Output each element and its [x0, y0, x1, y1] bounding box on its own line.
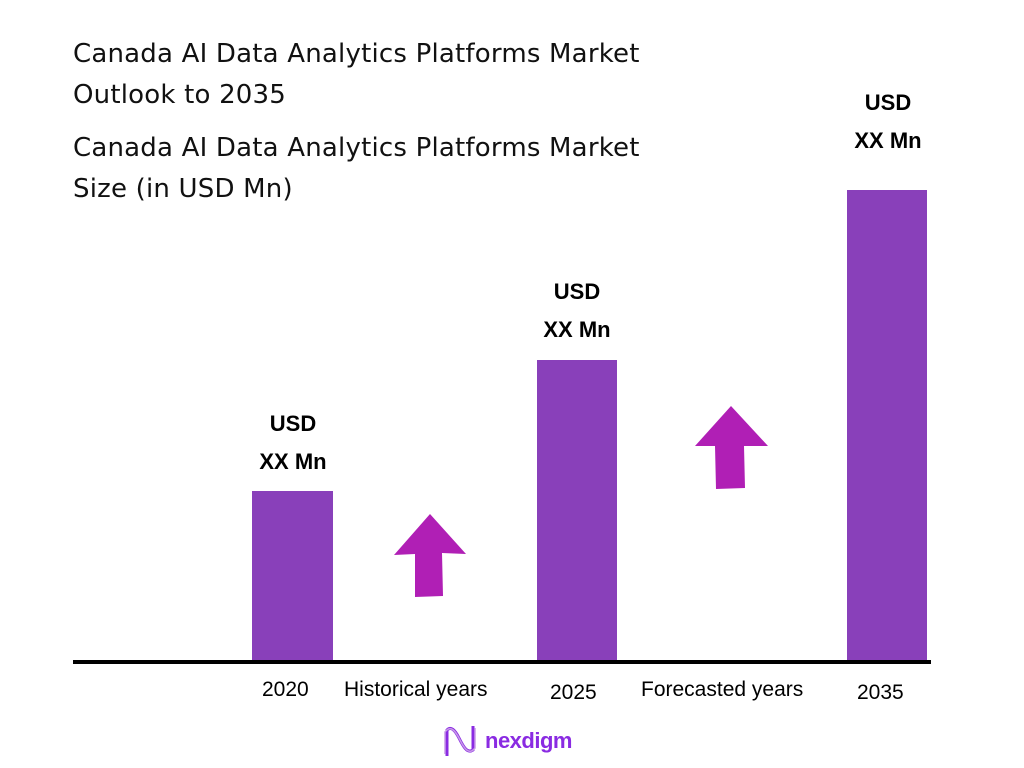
chart-subtitle-line1: Canada AI Data Analytics Platforms Marke… — [73, 133, 640, 163]
bar-value-label-2020: USD XX Mn — [223, 405, 363, 481]
bar-value-label-2025: USD XX Mn — [507, 273, 647, 349]
x-axis-line — [73, 660, 931, 664]
chart-subtitle-line2: Size (in USD Mn) — [73, 174, 293, 204]
bar-value-label-2035: USD XX Mn — [818, 84, 958, 160]
bar-2020 — [252, 491, 333, 662]
bar-2035 — [847, 190, 927, 662]
chart-title: Canada AI Data Analytics Platforms Marke… — [73, 34, 640, 116]
value-amount: XX Mn — [259, 449, 327, 474]
chart-title-line2: Outlook to 2035 — [73, 80, 287, 110]
x-tick-2020: 2020 — [262, 678, 309, 701]
nexdigm-wave-icon — [444, 726, 476, 756]
bar-2025 — [537, 360, 617, 662]
growth-arrow-up-icon — [394, 514, 466, 597]
x-tick-2035: 2035 — [857, 681, 904, 704]
chart-title-line1: Canada AI Data Analytics Platforms Marke… — [73, 39, 640, 69]
value-currency: USD — [553, 279, 601, 304]
value-amount: XX Mn — [854, 128, 922, 153]
nexdigm-logo: nexdigm — [443, 724, 572, 758]
chart-subtitle: Canada AI Data Analytics Platforms Marke… — [73, 128, 640, 210]
growth-arrow-up-icon — [695, 406, 768, 489]
logo-text: nexdigm — [485, 728, 572, 753]
period-label-forecasted: Forecasted years — [641, 678, 804, 701]
value-amount: XX Mn — [543, 317, 611, 342]
value-currency: USD — [269, 411, 317, 436]
period-label-historical: Historical years — [344, 678, 488, 701]
x-tick-2025: 2025 — [550, 681, 597, 704]
value-currency: USD — [864, 90, 912, 115]
